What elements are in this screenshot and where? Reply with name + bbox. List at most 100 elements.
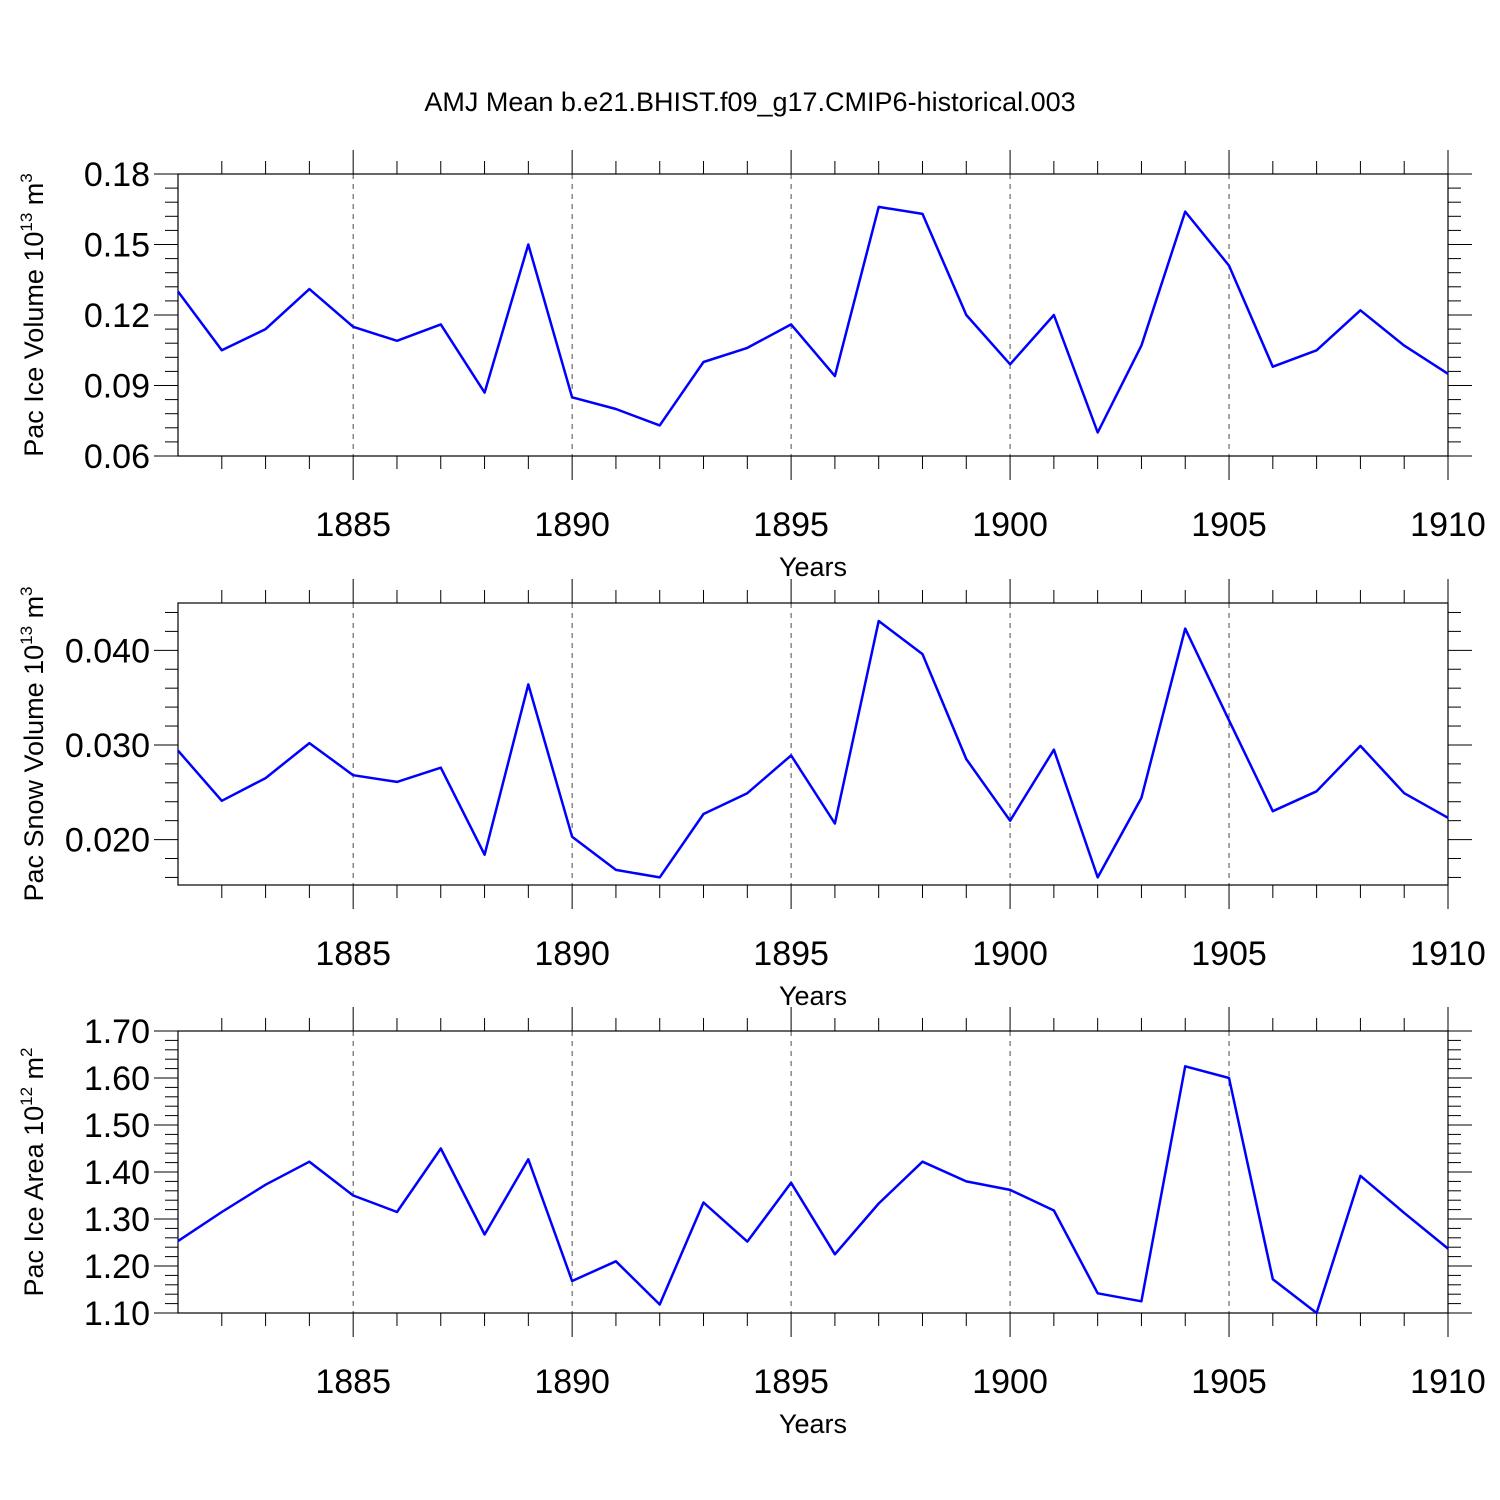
y-axis-label-superscript: 3 <box>17 586 36 595</box>
data-point <box>571 1280 573 1282</box>
data-point <box>571 836 573 838</box>
data-point <box>1053 749 1055 751</box>
x-tick-label: 1910 <box>1410 506 1486 544</box>
x-tick-label: 1885 <box>315 1363 391 1401</box>
data-point <box>1009 820 1011 822</box>
data-point <box>878 620 880 622</box>
data-point <box>1272 366 1274 368</box>
x-axis-label: Years <box>779 981 847 1011</box>
y-tick-label: 1.20 <box>84 1248 150 1286</box>
data-point <box>1272 1278 1274 1280</box>
panel-2: 0.020 0.030 0.040 1885 1890 1895 1900 1905 1910 Y… <box>17 579 1486 1011</box>
x-tick-label: 1900 <box>972 935 1048 973</box>
data-point <box>921 1161 923 1163</box>
x-axis-label: Years <box>779 552 847 582</box>
data-point <box>1447 373 1449 375</box>
data-point <box>1228 265 1230 267</box>
data-point <box>1097 1292 1099 1294</box>
x-tick-label: 1910 <box>1410 1363 1486 1401</box>
y-tick-label: 1.10 <box>84 1295 150 1333</box>
data-point <box>440 323 442 325</box>
plot-frame <box>177 173 1449 457</box>
y-tick-label: 0.09 <box>84 368 150 406</box>
y-tick-label: 1.40 <box>84 1154 150 1192</box>
data-point <box>352 774 354 776</box>
data-point <box>615 1260 617 1262</box>
data-point <box>1447 1248 1449 1250</box>
data-point <box>1316 349 1318 351</box>
x-tick-label: 1905 <box>1191 1363 1267 1401</box>
data-point <box>1403 345 1405 347</box>
data-point <box>352 326 354 328</box>
y-tick-label: 1.30 <box>84 1201 150 1239</box>
y-axis-label: Pac Ice Volume 1013 m3 <box>17 173 49 457</box>
data-point <box>1140 345 1142 347</box>
data-point <box>615 869 617 871</box>
y-tick-label: 0.020 <box>65 822 150 860</box>
data-point <box>1009 363 1011 365</box>
y-tick-label: 0.15 <box>84 227 150 265</box>
data-point <box>571 396 573 398</box>
data-point <box>1447 817 1449 819</box>
data-point <box>615 408 617 410</box>
x-tick-label: 1895 <box>753 1363 829 1401</box>
y-tick-label: 0.12 <box>84 297 150 335</box>
y-axis-label-superscript: 13 <box>17 626 36 645</box>
data-point <box>1228 1077 1230 1079</box>
data-point <box>484 392 486 394</box>
y-axis-label: Pac Ice Area 1012 m2 <box>17 1047 49 1296</box>
data-point <box>1053 1210 1055 1212</box>
data-point <box>396 1211 398 1213</box>
data-point <box>396 340 398 342</box>
data-point <box>396 781 398 783</box>
data-point <box>1316 790 1318 792</box>
data-point <box>265 1184 267 1186</box>
data-point <box>308 288 310 290</box>
data-point <box>1184 628 1186 630</box>
y-tick-label: 0.030 <box>65 727 150 765</box>
panel-3: 1.10 1.20 1.30 1.40 1.50 1.60 1.70 1885 1890 1895… <box>17 1007 1486 1439</box>
data-point <box>790 1182 792 1184</box>
data-point <box>703 813 705 815</box>
data-point <box>177 291 179 292</box>
data-point <box>221 349 223 351</box>
data-point <box>1009 1189 1011 1191</box>
data-point <box>1359 1175 1361 1177</box>
data-point <box>308 1161 310 1163</box>
y-axis-label-text: Pac Snow Volume 10 <box>19 645 49 902</box>
data-point <box>878 206 880 208</box>
data-point <box>527 1158 529 1160</box>
y-axis-label-superscript: 3 <box>17 173 36 182</box>
data-point <box>834 375 836 377</box>
data-point <box>965 758 967 760</box>
y-tick-label: 0.18 <box>84 156 150 194</box>
panel-1: 0.06 0.09 0.12 0.15 0.18 1885 1890 1895 1900 1905… <box>17 150 1486 582</box>
x-tick-label: 1890 <box>534 935 610 973</box>
data-point <box>527 683 529 685</box>
x-tick-label: 1895 <box>753 506 829 544</box>
plot-frame <box>177 602 1449 886</box>
data-point <box>965 314 967 316</box>
data-point <box>659 876 661 878</box>
data-point <box>440 767 442 769</box>
y-tick-label: 1.70 <box>84 1013 150 1051</box>
data-point <box>746 347 748 349</box>
data-point <box>834 1253 836 1255</box>
data-point <box>790 323 792 325</box>
data-point <box>746 1241 748 1243</box>
data-point <box>1359 309 1361 311</box>
x-tick-label: 1890 <box>534 506 610 544</box>
y-axis-label-text: m <box>19 596 49 626</box>
data-point <box>1228 719 1230 721</box>
data-point <box>659 1304 661 1306</box>
data-point <box>177 750 179 752</box>
y-axis-label-text: m <box>19 1057 49 1087</box>
data-point <box>659 424 661 426</box>
data-point <box>265 328 267 330</box>
x-axis-label: Years <box>779 1409 847 1439</box>
x-tick-label: 1885 <box>315 506 391 544</box>
x-tick-label: 1910 <box>1410 935 1486 973</box>
y-axis-label-superscript: 2 <box>17 1047 36 1056</box>
y-tick-label: 0.06 <box>84 438 150 476</box>
